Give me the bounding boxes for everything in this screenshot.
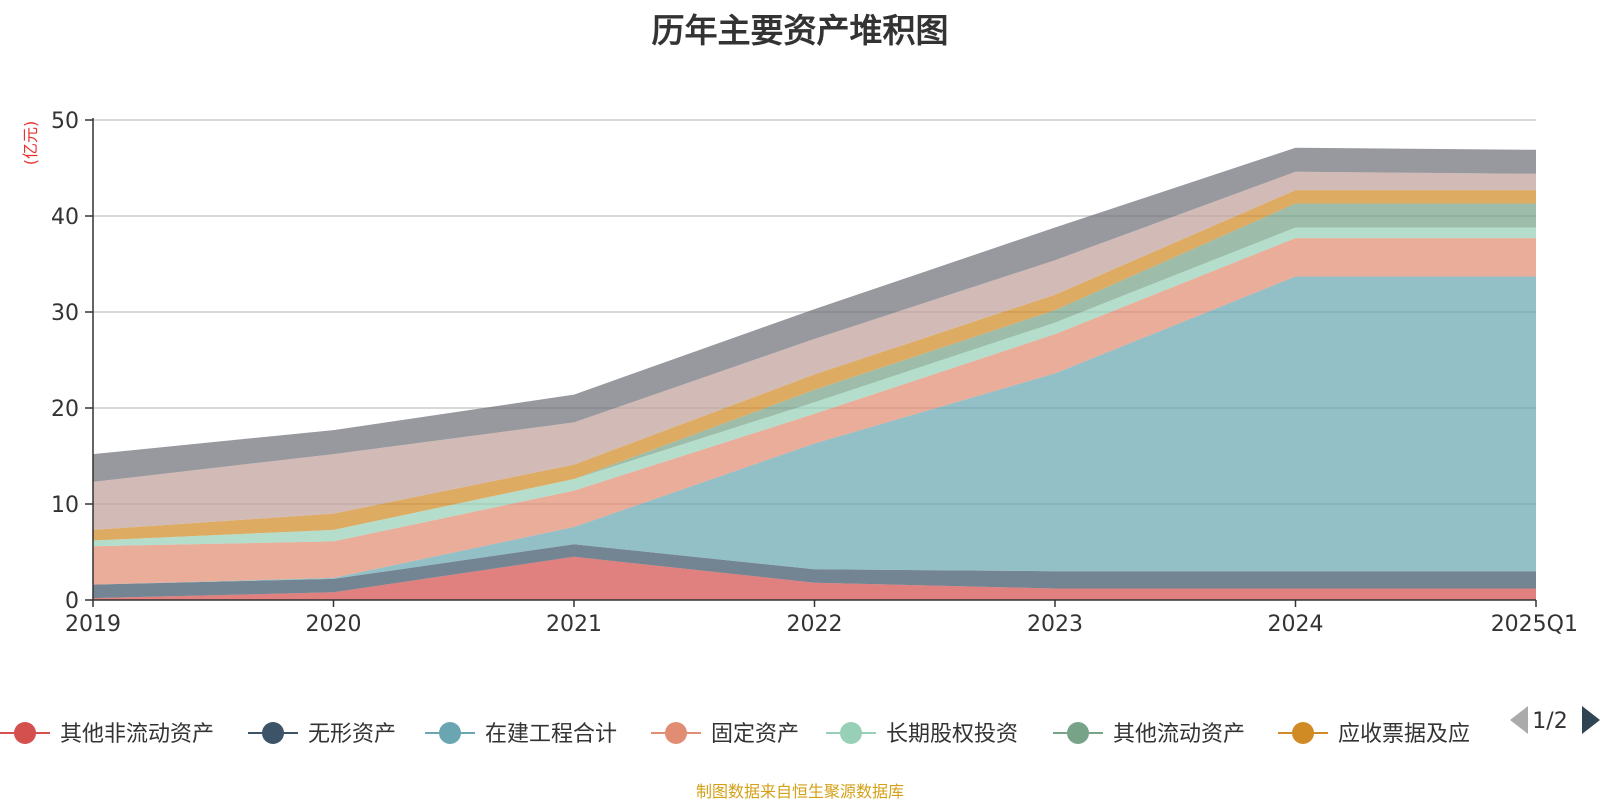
legend-next-icon[interactable] [1582, 706, 1600, 734]
legend-item[interactable]: 应收票据及应 [1278, 722, 1470, 747]
x-tick-label: 2021 [546, 612, 602, 637]
area-series-3 [93, 276, 1536, 585]
legend-dot-icon [1292, 722, 1314, 744]
legend-page-indicator: 1/2 [1532, 709, 1567, 734]
chart-title: 历年主要资产堆积图 [651, 11, 949, 50]
legend-item[interactable]: 固定资产 [651, 722, 799, 747]
y-tick-label: 50 [51, 109, 79, 134]
y-tick-label: 0 [65, 589, 79, 614]
y-tick-label: 20 [51, 397, 79, 422]
legend-dot-icon [665, 722, 687, 744]
legend-pager: 1/2 [1510, 706, 1600, 734]
axes: 0 10 20 30 40 50 2019 2020 2021 2022 2023 2024 2025Q… [51, 109, 1578, 637]
area-series-layer [93, 147, 1536, 600]
legend-dot-icon [14, 722, 36, 744]
area-series-9 [93, 147, 1536, 482]
x-tick-label: 2020 [306, 612, 362, 637]
y-tick-label: 30 [51, 301, 79, 326]
legend-dot-icon [439, 722, 461, 744]
area-series-8 [93, 171, 1536, 530]
legend-item[interactable]: 其他非流动资产 [0, 722, 214, 747]
x-tick-label: 2019 [65, 612, 121, 637]
y-tick-label: 40 [51, 205, 79, 230]
y-tick-label: 10 [51, 493, 79, 518]
source-note: 制图数据来自恒生聚源数据库 [695, 782, 904, 801]
legend-dot-icon [262, 722, 284, 744]
legend-label: 在建工程合计 [485, 722, 617, 747]
area-series-4 [93, 238, 1536, 585]
x-tick-label: 2025Q1 [1491, 612, 1578, 637]
legend-item[interactable]: 在建工程合计 [425, 722, 617, 747]
legend-label: 无形资产 [308, 722, 396, 747]
x-tick-label: 2023 [1027, 612, 1083, 637]
legend-dot-icon [1067, 722, 1089, 744]
legend-label: 应收票据及应 [1338, 722, 1470, 747]
legend-prev-icon[interactable] [1510, 706, 1528, 734]
legend-label: 其他流动资产 [1113, 722, 1245, 747]
legend-label: 长期股权投资 [886, 722, 1018, 747]
legend-label: 其他非流动资产 [60, 722, 214, 747]
area-series-2 [93, 544, 1536, 599]
x-tick-label: 2022 [787, 612, 843, 637]
x-tick-label: 2024 [1268, 612, 1324, 637]
legend-item[interactable]: 无形资产 [248, 722, 396, 747]
legend-item[interactable]: 其他流动资产 [1053, 722, 1245, 747]
legend-dot-icon [840, 722, 862, 744]
legend: 其他非流动资产 无形资产 在建工程合计 固定资产 长期股权投资 其他流动资产 应收票据及应 [0, 722, 1470, 747]
legend-label: 固定资产 [711, 722, 799, 747]
legend-item[interactable]: 长期股权投资 [826, 722, 1018, 747]
area-series-1 [93, 556, 1536, 600]
y-axis-unit-label: (亿元) [21, 121, 40, 166]
